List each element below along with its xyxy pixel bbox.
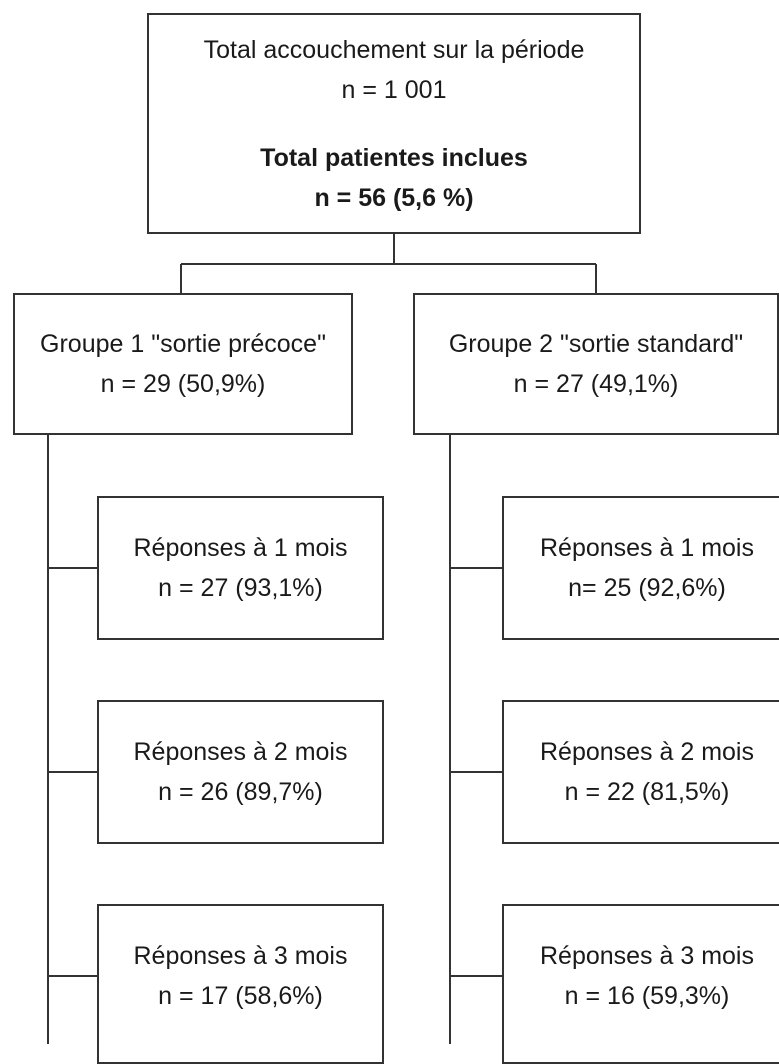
group2-response-1-box: Réponses à 1 mois n= 25 (92,6%)	[502, 496, 779, 640]
group2-box: Groupe 2 "sortie standard" n = 27 (49,1%…	[413, 293, 779, 435]
response-count: n = 26 (89,7%)	[158, 778, 323, 806]
response-label: Réponses à 1 mois	[539, 534, 754, 562]
response-count: n = 22 (81,5%)	[564, 778, 730, 806]
response-label: Réponses à 3 mois	[133, 942, 348, 970]
response-label: Réponses à 1 mois	[133, 534, 348, 562]
group2-title: Groupe 2 "sortie standard"	[448, 330, 744, 358]
group2-response-2-box: Réponses à 2 mois n = 22 (81,5%)	[502, 700, 779, 844]
group1-count: n = 29 (50,9%)	[100, 370, 266, 398]
group1-response-3-box: Réponses à 3 mois n = 17 (58,6%)	[97, 904, 384, 1064]
response-label: Réponses à 2 mois	[539, 738, 754, 766]
group2-count: n = 27 (49,1%)	[513, 370, 679, 398]
response-count: n = 17 (58,6%)	[158, 982, 323, 1010]
total-births-count: n = 1 001	[341, 75, 447, 104]
response-label: Réponses à 3 mois	[539, 942, 754, 970]
group1-box: Groupe 1 "sortie précoce" n = 29 (50,9%)	[13, 293, 353, 435]
group1-title: Groupe 1 "sortie précoce"	[40, 330, 326, 358]
included-patients-count: n = 56 (5,6 %)	[314, 183, 474, 212]
response-count: n= 25 (92,6%)	[568, 574, 726, 602]
response-count: n = 27 (93,1%)	[158, 574, 323, 602]
group2-response-3-box: Réponses à 3 mois n = 16 (59,3%)	[502, 904, 779, 1064]
included-patients-title: Total patientes inclues	[260, 143, 528, 172]
total-births-box: Total accouchement sur la période n = 1 …	[147, 13, 641, 234]
group1-response-2-box: Réponses à 2 mois n = 26 (89,7%)	[97, 700, 384, 844]
group1-response-1-box: Réponses à 1 mois n = 27 (93,1%)	[97, 496, 384, 640]
total-births-title: Total accouchement sur la période	[203, 35, 585, 64]
response-label: Réponses à 2 mois	[133, 738, 348, 766]
response-count: n = 16 (59,3%)	[564, 982, 730, 1010]
